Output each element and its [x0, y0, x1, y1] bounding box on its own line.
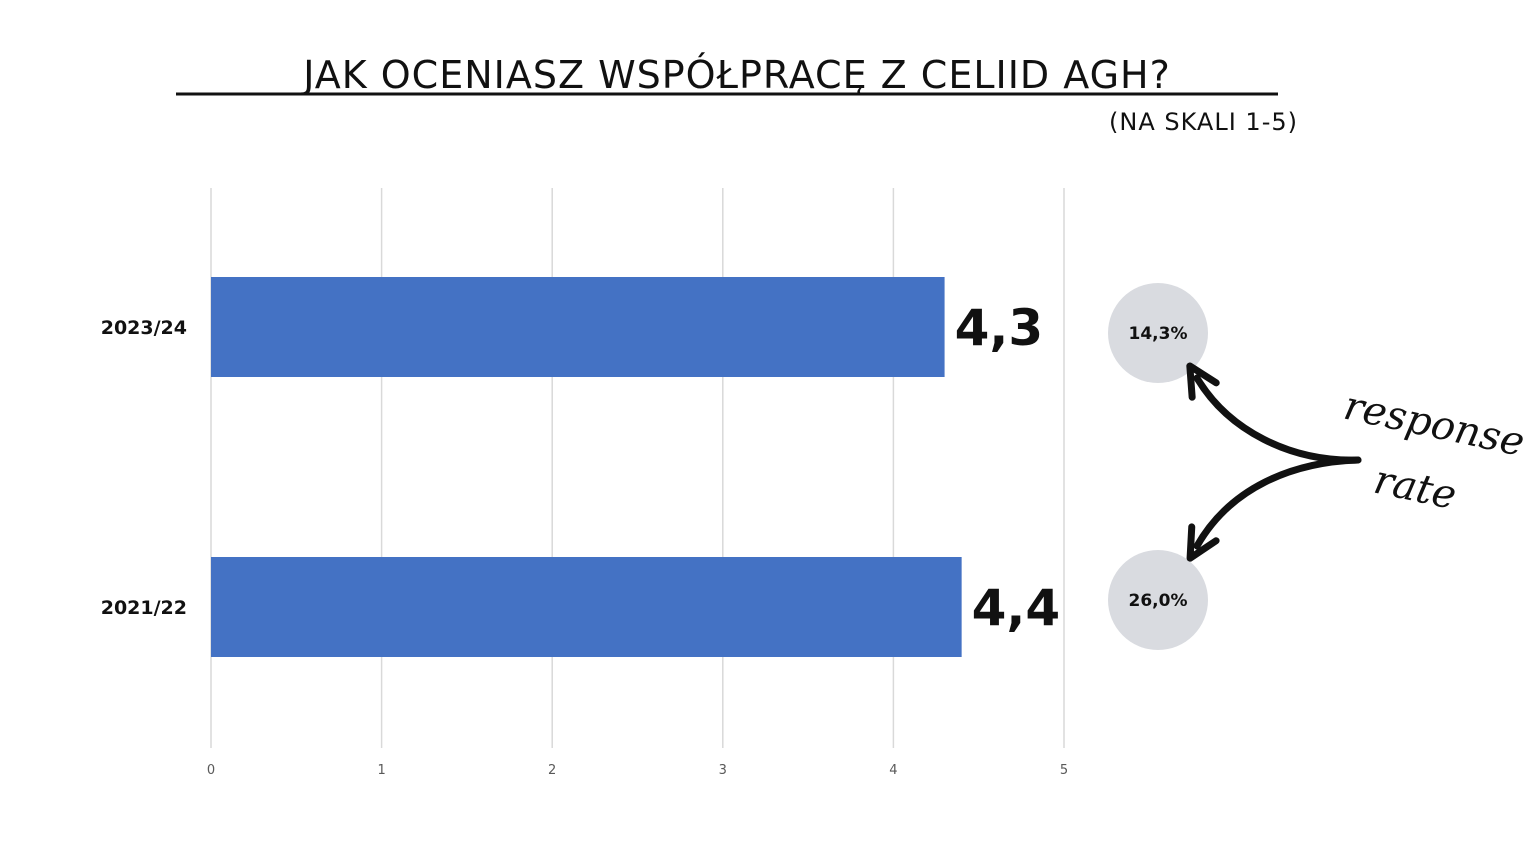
x-tick-label: 2	[548, 763, 556, 778]
response-rate-bubble	[1108, 550, 1208, 650]
response-rate-label-line2: rate	[1370, 457, 1460, 519]
chart-subtitle: (NA SKALI 1-5)	[1109, 108, 1298, 136]
response-rate-value: 26,0%	[1129, 591, 1188, 611]
arrow-up-icon	[1186, 362, 1362, 464]
bars	[211, 277, 962, 657]
gridlines	[210, 188, 1065, 748]
response-rate-bubbles: 14,3% 26,0%	[1108, 283, 1208, 650]
response-rate-label-line1: response	[1340, 383, 1529, 466]
chart-title: JAK OCENIASZ WSPÓŁPRACĘ Z CELIID AGH?	[301, 53, 1171, 97]
x-tick-label: 1	[377, 763, 385, 778]
x-tick-label: 0	[207, 763, 215, 778]
bar	[211, 277, 945, 377]
x-tick-label: 5	[1060, 763, 1068, 778]
x-tick-label: 3	[719, 763, 727, 778]
x-tick-label: 4	[889, 763, 897, 778]
category-label: 2021/22	[101, 597, 187, 619]
x-axis-ticks: 0 1 2 3 4 5	[207, 763, 1068, 778]
response-rate-bubble	[1108, 283, 1208, 383]
data-label: 4,3	[955, 299, 1044, 357]
data-label: 4,4	[972, 579, 1061, 637]
category-labels: 2023/24 2021/22	[101, 317, 187, 619]
category-label: 2023/24	[101, 317, 187, 339]
arrow-down-icon	[1186, 456, 1362, 562]
response-rate-value: 14,3%	[1129, 324, 1188, 344]
value-labels: 4,3 4,4	[955, 299, 1061, 637]
bar	[211, 557, 962, 657]
